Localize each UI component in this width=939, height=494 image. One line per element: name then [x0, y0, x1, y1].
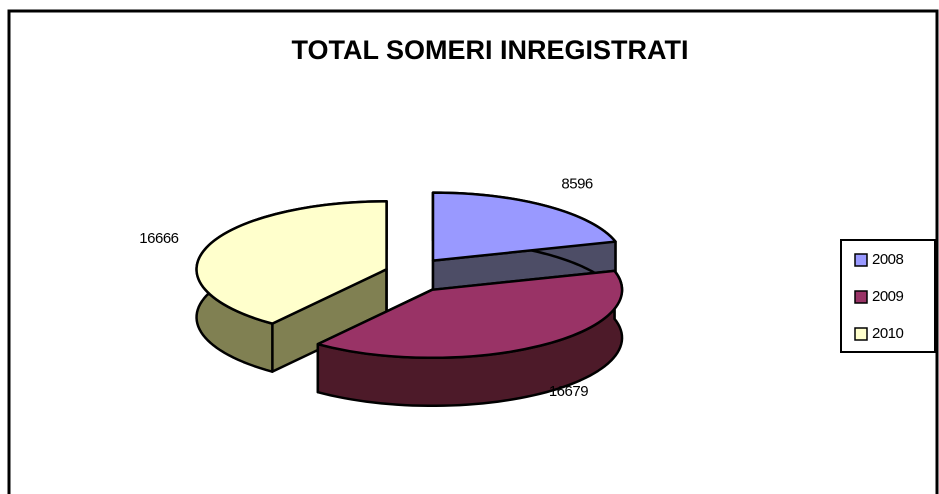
legend-swatch	[854, 253, 868, 267]
slice-top	[431, 191, 617, 262]
chart-title: TOTAL SOMERI INREGISTRATI	[291, 35, 688, 65]
legend-label: 2008	[872, 251, 904, 268]
legend-label: 2009	[872, 288, 904, 305]
slice-top	[316, 269, 624, 360]
legend-swatch	[854, 290, 868, 304]
slice-top	[195, 200, 388, 325]
data-label: 16666	[139, 230, 178, 247]
legend-label: 2010	[872, 325, 904, 342]
data-label: 8596	[561, 176, 593, 193]
slice	[316, 269, 624, 408]
data-label: 16679	[549, 383, 588, 400]
slice	[195, 200, 388, 373]
legend-swatch	[854, 327, 868, 341]
